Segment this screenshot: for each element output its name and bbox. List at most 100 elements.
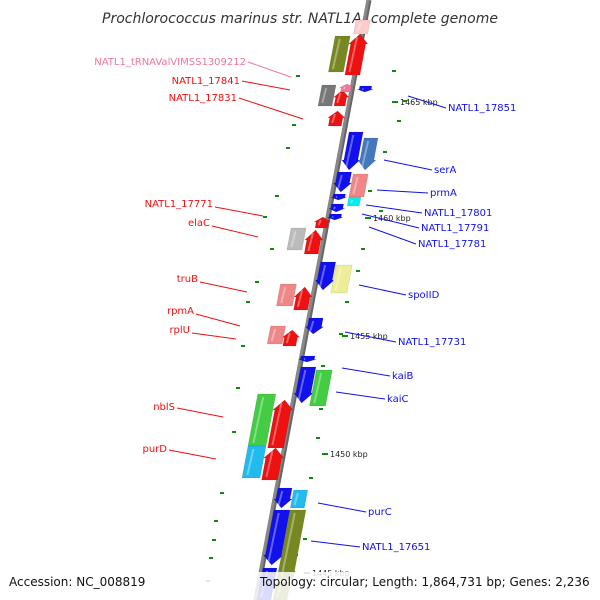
blue-tri-17801 <box>330 193 347 201</box>
accession-text: Accession: NC_008819 <box>9 575 145 589</box>
blue-arrow-purC-1 <box>273 487 293 509</box>
blue-arrow-purC-1-shine <box>277 490 284 506</box>
green-block-nblS-shine <box>252 396 265 444</box>
tick-left-10 <box>232 431 236 433</box>
red-arrow-elaC <box>303 229 324 255</box>
khaki-block-spoIID <box>330 264 353 294</box>
gene-label-left-4: elaC <box>188 218 210 229</box>
pink-trna-mark <box>339 83 355 93</box>
aqua-block-prmA <box>346 196 362 207</box>
gene-label-right-11: NATL1_17651 <box>362 542 430 553</box>
blue-arrow-17731-shine <box>309 320 315 332</box>
red-arrow-purD-shine <box>265 450 274 478</box>
topology-text: Topology: circular; Length: 1,864,731 bp… <box>259 575 590 589</box>
tick-right-11 <box>319 408 323 410</box>
blue-arrow-kaiB-shine <box>297 369 307 401</box>
lightgray-block-elaC <box>286 227 307 251</box>
gene-label-right-5: NATL1_17781 <box>418 239 486 250</box>
kbp-label-3: 1450 kbp <box>330 450 368 459</box>
tick-right-3 <box>383 151 387 153</box>
blue-arrow-serA-shine <box>345 134 355 168</box>
cyan-block-purD-shine <box>246 448 255 476</box>
leader-right-9 <box>335 391 386 400</box>
red-arrow-17841 <box>332 89 350 107</box>
olive-block-top <box>328 35 351 73</box>
tick-left-13 <box>212 539 216 541</box>
tick-left-11 <box>220 492 224 494</box>
tick-right-13 <box>309 477 313 479</box>
red-arrow-nblS-shine <box>271 402 283 446</box>
red-arrow-17831-shine <box>331 113 336 124</box>
gene-label-right-9: kaiC <box>387 394 409 405</box>
leader-right-5 <box>368 226 417 245</box>
leader-left-9 <box>168 449 217 460</box>
tick-left-14 <box>209 557 213 559</box>
leader-left-6 <box>195 313 241 327</box>
tick-right-10 <box>321 365 325 367</box>
red-arrow-17841-shine <box>336 92 342 104</box>
gene-label-right-6: spoIID <box>408 290 440 301</box>
olive-block-17651-shine <box>280 512 296 578</box>
blue-arrow-spoIID-shine <box>318 264 327 288</box>
genome-backbone <box>253 0 372 600</box>
leader-left-8 <box>176 407 224 418</box>
blue-arrow-kaiB <box>293 366 317 404</box>
steel-arrow-serA <box>357 137 379 171</box>
leader-left-7 <box>191 332 237 340</box>
blue-arrow-prmA <box>332 171 353 193</box>
aqua-block-prmA-shine <box>349 199 354 204</box>
red-arrow-top-shine <box>348 36 359 73</box>
gene-labels: NATL1_tRNAValVIMSS1309212 NATL1_17841 NATL… <box>94 57 516 553</box>
leader-left-5 <box>199 281 248 293</box>
pink-trna-mark-shine <box>342 86 346 90</box>
salmon-block-prmA-shine <box>352 176 359 195</box>
footer-background <box>0 572 600 600</box>
tick-right-6 <box>361 248 365 250</box>
salmon-block-rpmA-shine <box>270 328 277 342</box>
gene-label-left-1: NATL1_17841 <box>172 76 240 87</box>
backbone-line <box>253 0 370 600</box>
tick-right-1 <box>403 100 407 102</box>
kbp-tick-2 <box>342 335 348 337</box>
salmon-block-truB-shine <box>280 286 287 304</box>
blue-tri-17791-shine <box>332 206 336 210</box>
leader-left-2 <box>238 97 304 120</box>
red-arrow-purD <box>261 447 285 481</box>
gene-label-left-8: nblS <box>153 402 175 413</box>
tick-left-8 <box>241 345 245 347</box>
tick-right-2 <box>397 120 401 122</box>
tick-right-4 <box>368 190 372 192</box>
gene-label-left-0: NATL1_tRNAValVIMSS1309212 <box>94 57 246 68</box>
green-block-kaiC-shine <box>313 372 323 404</box>
blue-tri-kaiB <box>298 355 317 363</box>
gene-label-right-4: NATL1_17791 <box>421 223 489 234</box>
cyan-block-purC-shine <box>293 492 299 506</box>
tick-right-0 <box>392 70 396 72</box>
gray-block-17841 <box>317 84 337 107</box>
gray-block-17841-shine <box>321 87 328 104</box>
gene-label-right-2: prmA <box>430 188 457 199</box>
salmon-block-truB <box>276 283 297 307</box>
blue-arrow-17731 <box>304 317 325 335</box>
blue-tri-17791 <box>328 203 345 213</box>
tick-right-9 <box>339 333 343 335</box>
leader-left-4 <box>211 225 259 238</box>
tick-right-12 <box>316 437 320 439</box>
red-arrow-17771-shine <box>317 219 322 226</box>
tick-left-0 <box>296 75 300 77</box>
leader-left-3 <box>214 206 264 217</box>
kbp-tick-0 <box>392 101 398 103</box>
olive-block-top-shine <box>331 38 341 70</box>
leader-right-7 <box>344 331 397 343</box>
blue-arrow-prmA-shine <box>337 174 343 190</box>
red-arrow-17831 <box>326 110 346 127</box>
tick-left-3 <box>275 195 279 197</box>
tick-right-7 <box>356 270 360 272</box>
kbp-tick-1 <box>365 217 371 219</box>
tick-left-7 <box>246 301 250 303</box>
gene-label-left-2: NATL1_17831 <box>169 93 237 104</box>
blue-arrow-spoIID <box>314 261 337 291</box>
lightpink-block-top <box>353 19 371 35</box>
leader-left-0 <box>247 61 292 78</box>
